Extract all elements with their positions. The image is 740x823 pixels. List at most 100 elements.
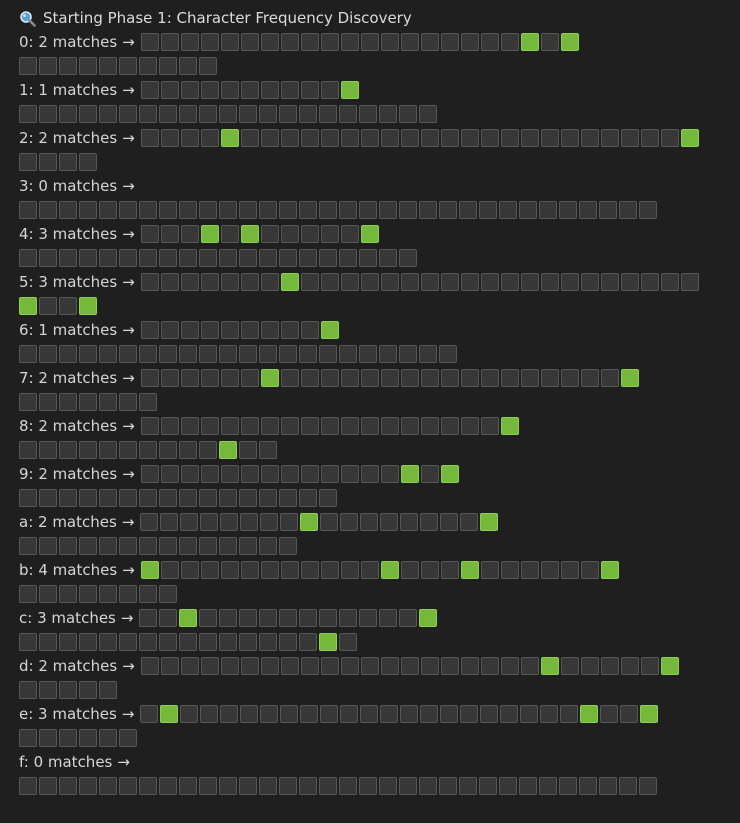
row-label: 0: 2 matches (19, 33, 118, 51)
black-square-icon (219, 609, 238, 627)
black-square-icon (159, 441, 177, 459)
black-square-icon (260, 129, 279, 147)
black-square-icon (280, 81, 299, 99)
square-sequence (140, 657, 681, 675)
match-row: b: 4 matches → (19, 558, 731, 582)
black-square-icon (260, 417, 279, 435)
black-square-icon (440, 513, 459, 531)
black-square-icon (19, 777, 37, 795)
black-square-icon (160, 513, 179, 531)
match-row: a: 2 matches → (19, 510, 731, 534)
black-square-icon (280, 321, 299, 339)
green-square-icon (220, 129, 239, 147)
black-square-icon (320, 33, 339, 51)
black-square-icon (340, 129, 359, 147)
black-square-icon (420, 561, 439, 579)
black-square-icon (59, 633, 77, 651)
black-square-icon (119, 729, 137, 747)
match-row: 8: 2 matches → (19, 414, 731, 438)
black-square-icon (400, 561, 419, 579)
black-square-icon (39, 681, 57, 699)
black-square-icon (240, 321, 259, 339)
green-square-icon (600, 561, 619, 579)
black-square-icon (19, 585, 37, 603)
black-square-icon (239, 609, 258, 627)
black-square-icon (240, 369, 259, 387)
black-square-icon (19, 393, 37, 411)
arrow-icon: → (122, 369, 135, 387)
black-square-icon (179, 441, 197, 459)
black-square-icon (599, 201, 617, 219)
match-row-continuation (19, 438, 731, 462)
black-square-icon (580, 369, 599, 387)
black-square-icon (139, 633, 157, 651)
black-square-icon (300, 465, 319, 483)
black-square-icon (420, 465, 439, 483)
black-square-icon (279, 609, 298, 627)
black-square-icon (419, 345, 437, 363)
black-square-icon (279, 537, 297, 555)
black-square-icon (259, 537, 277, 555)
black-square-icon (300, 705, 319, 723)
black-square-icon (220, 561, 239, 579)
black-square-icon (580, 273, 599, 291)
black-square-icon (199, 201, 217, 219)
black-square-icon (160, 561, 179, 579)
square-sequence (19, 777, 659, 795)
black-square-icon (119, 249, 137, 267)
black-square-icon (439, 777, 457, 795)
black-square-icon (360, 33, 379, 51)
black-square-icon (59, 441, 77, 459)
row-label: 4: 3 matches (19, 225, 118, 243)
black-square-icon (500, 369, 519, 387)
black-square-icon (179, 105, 197, 123)
black-square-icon (139, 249, 157, 267)
black-square-icon (520, 129, 539, 147)
square-sequence (19, 729, 139, 747)
black-square-icon (260, 465, 279, 483)
black-square-icon (500, 705, 519, 723)
black-square-icon (179, 633, 197, 651)
black-square-icon (119, 489, 137, 507)
black-square-icon (299, 609, 318, 627)
black-square-icon (540, 369, 559, 387)
square-sequence (140, 417, 521, 435)
black-square-icon (480, 417, 499, 435)
black-square-icon (439, 345, 457, 363)
black-square-icon (200, 705, 219, 723)
green-square-icon (260, 369, 279, 387)
black-square-icon (79, 249, 97, 267)
black-square-icon (560, 561, 579, 579)
black-square-icon (220, 417, 239, 435)
black-square-icon (59, 345, 77, 363)
black-square-icon (39, 729, 57, 747)
black-square-icon (280, 657, 299, 675)
black-square-icon (140, 273, 159, 291)
black-square-icon (19, 537, 37, 555)
black-square-icon (539, 777, 557, 795)
black-square-icon (560, 657, 579, 675)
black-square-icon (280, 561, 299, 579)
black-square-icon (139, 393, 157, 411)
black-square-icon (480, 33, 499, 51)
match-row-continuation (19, 486, 731, 510)
square-sequence (19, 249, 419, 267)
black-square-icon (79, 537, 97, 555)
match-row: f: 0 matches → (19, 750, 731, 774)
black-square-icon (420, 129, 439, 147)
black-square-icon (119, 537, 137, 555)
square-sequence (140, 273, 701, 291)
black-square-icon (39, 489, 57, 507)
black-square-icon (280, 369, 299, 387)
black-square-icon (300, 129, 319, 147)
black-square-icon (639, 201, 657, 219)
black-square-icon (339, 105, 357, 123)
match-row: e: 3 matches → (19, 702, 731, 726)
black-square-icon (19, 57, 37, 75)
match-row-continuation (19, 582, 731, 606)
black-square-icon (19, 729, 37, 747)
black-square-icon (239, 441, 257, 459)
black-square-icon (200, 369, 219, 387)
black-square-icon (400, 513, 419, 531)
black-square-icon (300, 33, 319, 51)
